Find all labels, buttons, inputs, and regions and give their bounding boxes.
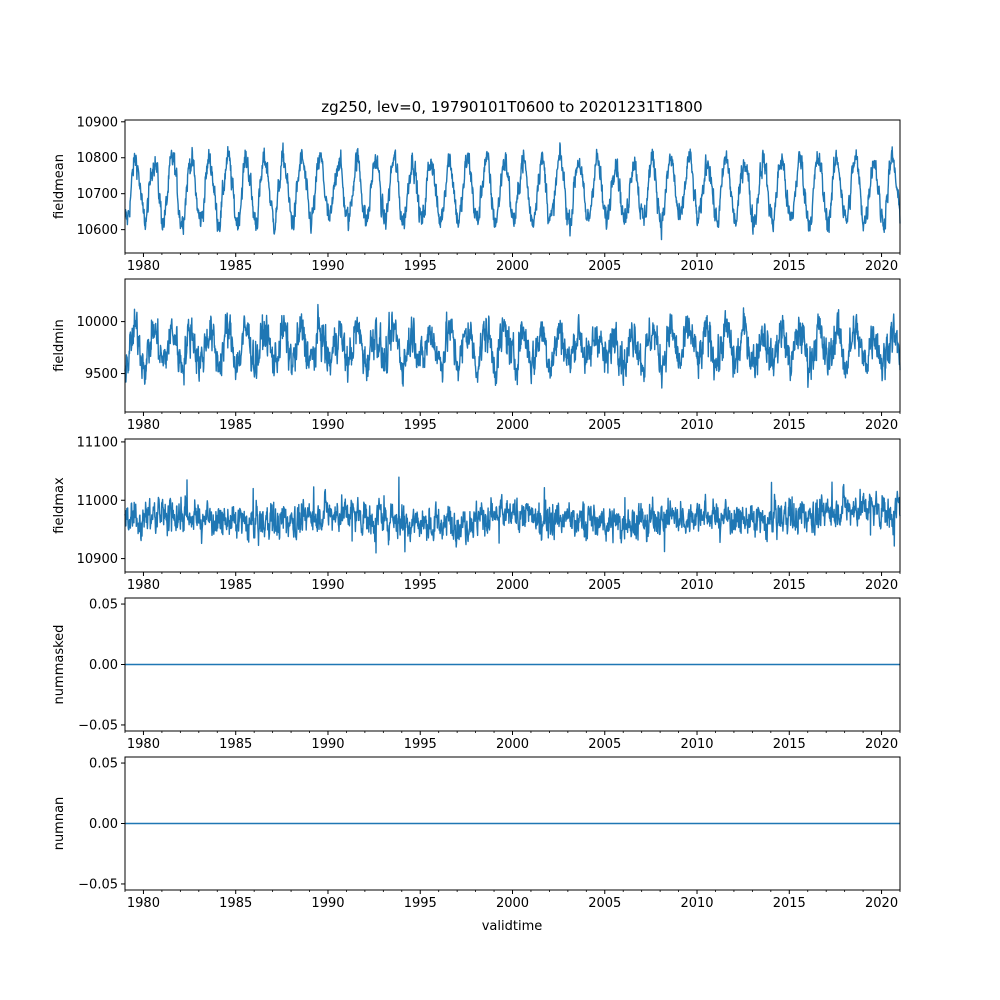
fieldmin-series-line bbox=[124, 303, 901, 389]
fieldmin-y-tick-label: 10000 bbox=[77, 315, 118, 330]
numnan-x-tick-label: 1995 bbox=[404, 896, 437, 911]
fieldmax-y-tick-label: 10900 bbox=[77, 552, 118, 567]
numnan-y-axis-label: numnan bbox=[52, 797, 67, 851]
nummasked-x-tick-label: 2000 bbox=[496, 737, 529, 752]
fieldmin-x-tick-label: 2010 bbox=[680, 418, 713, 433]
fieldmean-x-tick-label: 2010 bbox=[680, 259, 713, 274]
numnan-x-tick-label: 2020 bbox=[865, 896, 898, 911]
x-axis-label: validtime bbox=[482, 919, 543, 934]
fieldmax-x-tick-label: 2005 bbox=[588, 578, 621, 593]
fieldmin-x-tick-label: 2000 bbox=[496, 418, 529, 433]
fieldmin-x-tick-label: 2020 bbox=[865, 418, 898, 433]
numnan-x-tick-label: 2000 bbox=[496, 896, 529, 911]
panel-fieldmax: 1980 1985 1990 1995 2000 2005 2010 2015 2020 1090… bbox=[52, 435, 901, 593]
fieldmean-x-tick-label: 1990 bbox=[311, 259, 344, 274]
fieldmean-y-tick-label: 10700 bbox=[77, 187, 118, 202]
fieldmean-y-tick-label: 10900 bbox=[77, 115, 118, 130]
nummasked-y-tick-label: 0.00 bbox=[89, 658, 118, 673]
fieldmean-series-line bbox=[124, 142, 901, 241]
nummasked-x-tick-label: 2010 bbox=[680, 737, 713, 752]
fieldmin-x-tick-label: 1995 bbox=[404, 418, 437, 433]
fieldmean-x-tick-label: 2000 bbox=[496, 259, 529, 274]
fieldmax-x-tick-label: 2020 bbox=[865, 578, 898, 593]
fieldmax-series-line bbox=[124, 476, 901, 554]
fieldmax-x-tick-label: 2000 bbox=[496, 578, 529, 593]
fieldmean-y-tick-label: 10600 bbox=[77, 223, 118, 238]
panel-fieldmean: 1980 1985 1990 1995 2000 2005 2010 2015 2020 1060… bbox=[52, 115, 901, 274]
fieldmax-x-tick-label: 2015 bbox=[773, 578, 806, 593]
fieldmean-x-tick-label: 1985 bbox=[219, 259, 252, 274]
numnan-y-tick-label: 0.05 bbox=[89, 757, 118, 772]
fieldmin-x-tick-label: 1990 bbox=[311, 418, 344, 433]
fieldmax-x-tick-label: 1985 bbox=[219, 578, 252, 593]
panel-numnan: 1980 1985 1990 1995 2000 2005 2010 2015 2020 −0.0… bbox=[52, 756, 901, 911]
fieldmax-x-tick-label: 1990 bbox=[311, 578, 344, 593]
fieldmin-x-tick-label: 1980 bbox=[127, 418, 160, 433]
fieldmax-y-tick-label: 11100 bbox=[77, 435, 118, 450]
nummasked-x-tick-label: 2015 bbox=[773, 737, 806, 752]
fieldmean-x-tick-label: 1995 bbox=[404, 259, 437, 274]
nummasked-y-tick-label: −0.05 bbox=[78, 718, 118, 733]
nummasked-y-axis-label: nummasked bbox=[52, 625, 67, 705]
fieldmax-x-tick-label: 2010 bbox=[680, 578, 713, 593]
fieldmin-x-tick-label: 1985 bbox=[219, 418, 252, 433]
numnan-y-tick-label: −0.05 bbox=[78, 877, 118, 892]
fieldmin-x-tick-label: 2005 bbox=[588, 418, 621, 433]
panels: 1980 1985 1990 1995 2000 2005 2010 2015 2020 1060… bbox=[52, 115, 901, 911]
numnan-x-tick-label: 2005 bbox=[588, 896, 621, 911]
chart-title: zg250, lev=0, 19790101T0600 to 20201231T… bbox=[321, 98, 702, 116]
fieldmean-x-tick-label: 2020 bbox=[865, 259, 898, 274]
fieldmean-axes-frame bbox=[124, 119, 901, 254]
nummasked-x-tick-label: 1980 bbox=[127, 737, 160, 752]
fieldmax-x-tick-label: 1980 bbox=[127, 578, 160, 593]
fieldmax-y-axis-label: fieldmax bbox=[52, 477, 67, 534]
nummasked-x-tick-label: 1985 bbox=[219, 737, 252, 752]
numnan-x-tick-label: 1990 bbox=[311, 896, 344, 911]
nummasked-x-tick-label: 2020 bbox=[865, 737, 898, 752]
numnan-x-tick-label: 1985 bbox=[219, 896, 252, 911]
numnan-y-tick-label: 0.00 bbox=[89, 817, 118, 832]
fieldmean-y-tick-label: 10800 bbox=[77, 151, 118, 166]
nummasked-x-tick-label: 1990 bbox=[311, 737, 344, 752]
panel-fieldmin: 1980 1985 1990 1995 2000 2005 2010 2015 2020 9500… bbox=[52, 278, 901, 433]
fieldmin-x-tick-label: 2015 bbox=[773, 418, 806, 433]
panel-nummasked: 1980 1985 1990 1995 2000 2005 2010 2015 2020 −0.0… bbox=[52, 597, 901, 752]
fieldmax-x-tick-label: 1995 bbox=[404, 578, 437, 593]
fieldmin-y-tick-label: 9500 bbox=[85, 367, 118, 382]
nummasked-y-tick-label: 0.05 bbox=[89, 598, 118, 613]
fieldmean-x-tick-label: 2015 bbox=[773, 259, 806, 274]
fieldmean-x-tick-label: 2005 bbox=[588, 259, 621, 274]
fieldmean-y-axis-label: fieldmean bbox=[52, 154, 67, 219]
fieldmax-y-tick-label: 11000 bbox=[77, 494, 118, 509]
numnan-x-tick-label: 2010 bbox=[680, 896, 713, 911]
numnan-x-tick-label: 1980 bbox=[127, 896, 160, 911]
fieldmin-y-axis-label: fieldmin bbox=[52, 319, 67, 372]
fieldmean-x-tick-label: 1980 bbox=[127, 259, 160, 274]
nummasked-x-tick-label: 1995 bbox=[404, 737, 437, 752]
nummasked-x-tick-label: 2005 bbox=[588, 737, 621, 752]
numnan-x-tick-label: 2015 bbox=[773, 896, 806, 911]
